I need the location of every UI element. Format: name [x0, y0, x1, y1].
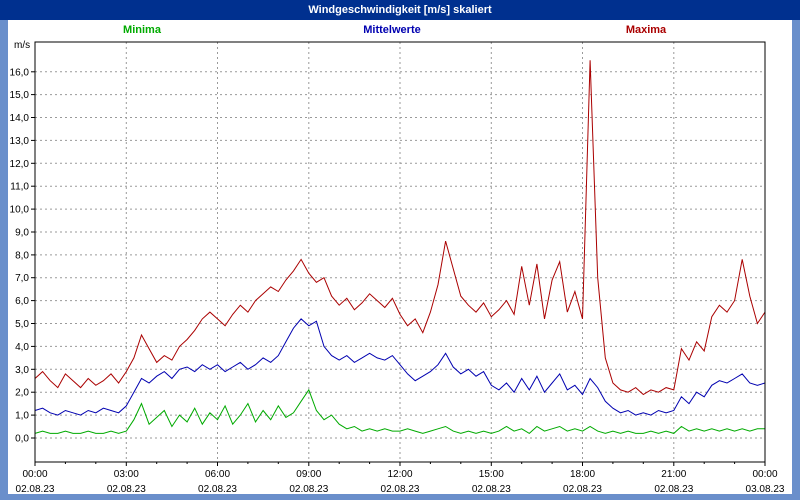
x-tick-time-label: 03:00: [114, 469, 139, 480]
x-tick-date-label: 02.08.23: [381, 484, 420, 495]
y-tick-label: 6,0: [15, 296, 29, 307]
y-tick-label: 14,0: [10, 113, 30, 124]
y-tick-label: 7,0: [15, 273, 29, 284]
series-maxima: [34, 60, 766, 396]
x-tick-date-label: 02.08.23: [563, 484, 602, 495]
legend-mittelwerte-label: Mittelwerte: [363, 24, 421, 36]
x-tick-date-label: 02.08.23: [107, 484, 146, 495]
legend-maxima-label: Maxima: [625, 24, 667, 36]
y-tick-label: 9,0: [15, 228, 29, 239]
y-tick-label: 8,0: [15, 250, 29, 261]
y-axis-unit-label: m/s: [14, 40, 31, 51]
x-tick-date-label: 02.08.23: [654, 484, 693, 495]
y-tick-label: 4,0: [15, 342, 29, 353]
y-tick-label: 1,0: [15, 411, 29, 422]
y-tick-label: 2,0: [15, 388, 29, 399]
x-tick-date-label: 02.08.23: [198, 484, 237, 495]
title-bar: Windgeschwindigkeit [m/s] skaliert: [0, 0, 800, 20]
y-tick-label: 12,0: [10, 159, 30, 170]
x-tick-time-label: 15:00: [479, 469, 504, 480]
window-title: Windgeschwindigkeit [m/s] skaliert: [308, 4, 492, 16]
x-tick-date-label: 02.08.23: [289, 484, 328, 495]
y-tick-label: 16,0: [10, 67, 30, 78]
series-minima: [34, 388, 765, 435]
legend-minima-label: Minima: [123, 24, 161, 36]
x-tick-time-label: 21:00: [661, 469, 686, 480]
x-tick-date-label: 02.08.23: [472, 484, 511, 495]
x-tick-time-label: 18:00: [570, 469, 595, 480]
x-tick-time-label: 00:00: [752, 469, 777, 480]
x-tick-time-label: 12:00: [387, 469, 412, 480]
x-tick-time-label: 09:00: [296, 469, 321, 480]
x-tick-date-label: 03.08.23: [746, 484, 785, 495]
y-tick-label: 10,0: [10, 205, 30, 216]
x-tick-date-label: 02.08.23: [16, 484, 55, 495]
series-mittelwerte: [34, 318, 766, 416]
x-tick-time-label: 00:00: [22, 469, 47, 480]
y-tick-label: 0,0: [15, 434, 29, 445]
y-tick-label: 3,0: [15, 365, 29, 376]
y-tick-label: 13,0: [10, 136, 30, 147]
y-tick-label: 5,0: [15, 319, 29, 330]
y-tick-label: 15,0: [10, 90, 30, 101]
y-tick-label: 11,0: [10, 182, 29, 193]
x-tick-time-label: 06:00: [205, 469, 230, 480]
